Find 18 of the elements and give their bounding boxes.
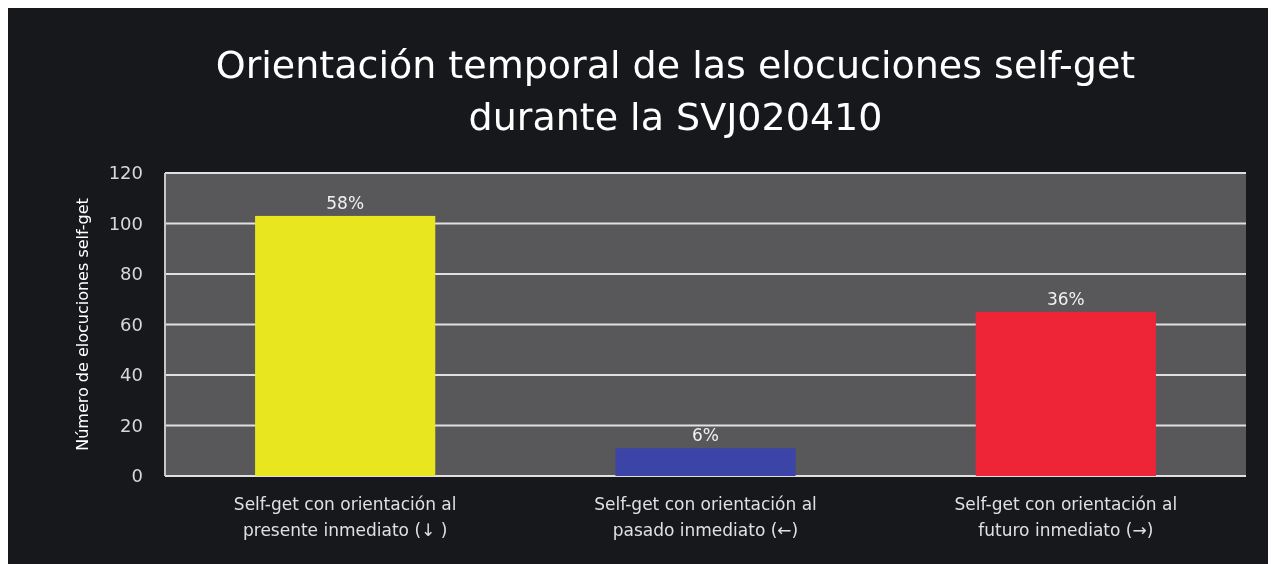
y-axis-title: Número de elocuciones self-get	[73, 198, 92, 451]
y-tick-label: 20	[120, 414, 143, 436]
y-tick-label: 100	[108, 212, 143, 234]
chart-title: Orientación temporal de las elocuciones self-get durante la SVJ020410	[215, 43, 1136, 139]
x-tick-label: Self-get con orientación al futuro inmediato (→)	[954, 494, 1178, 540]
y-tick-label: 60	[120, 313, 143, 335]
y-tick-label: 40	[120, 364, 143, 386]
y-tick-label: 120	[108, 162, 143, 184]
x-tick-label: Self-get con orientación al pasado inmediato (←)	[594, 494, 817, 540]
y-tick-label: 80	[120, 263, 143, 285]
bar	[255, 215, 436, 476]
annotation: 58%	[326, 192, 365, 213]
x-tick-label: Self-get con orientación al presente inmediato (↓ )	[233, 494, 457, 540]
annotation: 6%	[692, 425, 719, 446]
annotation: 36%	[1046, 288, 1085, 309]
bar	[975, 311, 1156, 476]
bar	[615, 448, 796, 476]
y-tick-label: 0	[131, 465, 143, 487]
